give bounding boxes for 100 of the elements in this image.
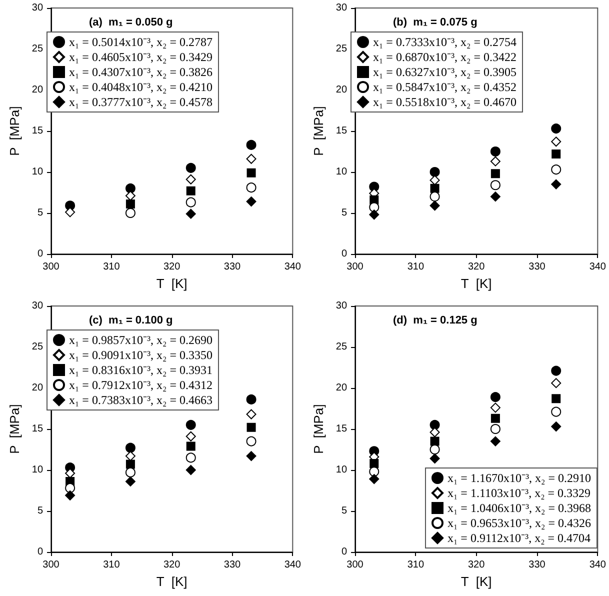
point [246, 394, 256, 404]
legend-label: x₁ = 0.7912x10⁻³, x₂ = 0.4312 [69, 378, 212, 392]
x-tick-label: 310 [407, 262, 424, 272]
point [551, 164, 562, 175]
x-tick-label: 310 [103, 262, 120, 272]
legend-label: x₁ = 0.9857x10⁻³, x₂ = 0.2690 [69, 333, 212, 347]
point [430, 184, 440, 193]
x-tick-label: 320 [163, 560, 181, 570]
y-tick-label: 25 [336, 44, 348, 54]
legend-label: x₁ = 0.9653x10⁻³, x₂ = 0.4326 [448, 516, 591, 530]
point [430, 167, 440, 177]
y-tick-label: 5 [37, 506, 44, 516]
text: (c) m₁ = 0.100 g [89, 314, 173, 326]
y-tick-label: 0 [341, 248, 348, 260]
y-tick-label: 30 [336, 2, 348, 14]
point [246, 422, 256, 432]
point [246, 168, 256, 178]
point [490, 424, 500, 434]
y-tick-label: 15 [336, 424, 348, 434]
point [186, 162, 196, 173]
point [430, 420, 440, 430]
point [430, 192, 440, 202]
point [125, 442, 136, 453]
x-axis-title: T [K] [460, 574, 492, 589]
point [65, 207, 76, 218]
point [551, 136, 562, 147]
point [490, 392, 500, 402]
x-tick-label: 330 [224, 560, 242, 570]
point [551, 124, 562, 134]
point [65, 483, 76, 494]
point [551, 179, 562, 190]
point [552, 394, 561, 404]
point [490, 180, 500, 190]
point [246, 451, 256, 462]
text: (b) m₁ = 0.075 g [393, 16, 478, 28]
x-tick-label: 330 [528, 560, 546, 570]
point [186, 197, 196, 208]
point [186, 452, 196, 463]
x-tick-label: 320 [468, 560, 486, 570]
point [551, 422, 562, 432]
point [65, 468, 76, 478]
point [246, 409, 256, 420]
legend-label: x₁ = 0.6870x10⁻³, x₂ = 0.3422 [373, 50, 516, 64]
point [369, 202, 380, 212]
x-tick-label: 320 [468, 262, 486, 272]
x-tick-label: 310 [103, 560, 120, 570]
y-axis-title: P [MPa] [7, 106, 22, 156]
y-tick-label: 20 [336, 382, 348, 394]
x-tick-label: 340 [284, 560, 302, 570]
x-tick-label: 340 [589, 262, 606, 272]
y-tick-label: 0 [341, 546, 348, 558]
y-axis-title: P [MPa] [7, 404, 22, 454]
point [490, 436, 500, 446]
point [430, 200, 440, 211]
point [125, 190, 136, 201]
legend-label: x₁ = 0.9112x10⁻³, x₂ = 0.4704 [448, 531, 591, 545]
legend-label: x₁ = 0.6327x10⁻³, x₂ = 0.3905 [373, 65, 516, 79]
y-tick-label: 10 [32, 166, 44, 178]
legend-label: x₁ = 0.4307x10⁻³, x₂ = 0.3826 [69, 65, 212, 79]
y-tick-label: 15 [32, 126, 44, 136]
legend-label: x₁ = 0.5014x10⁻³, x₂ = 0.2787 [69, 35, 212, 49]
y-tick-label: 25 [32, 342, 44, 352]
point [246, 154, 256, 164]
y-tick-label: 10 [32, 464, 44, 476]
y-tick-label: 30 [336, 300, 348, 312]
point [246, 182, 256, 193]
y-axis-title: P [MPa] [311, 404, 326, 454]
y-tick-label: 20 [32, 382, 44, 394]
point [186, 420, 196, 430]
y-tick-label: 10 [336, 464, 348, 476]
point [430, 454, 440, 464]
point [369, 474, 380, 484]
legend-label: x₁ = 0.3777x10⁻³, x₂ = 0.4578 [69, 95, 212, 109]
point [246, 196, 256, 207]
point [490, 414, 500, 423]
y-tick-label: 30 [32, 2, 44, 14]
x-tick-label: 300 [42, 262, 60, 272]
x-tick-label: 310 [407, 560, 424, 570]
text: (d) m₁ = 0.125 g [393, 314, 478, 326]
point [186, 465, 196, 475]
y-tick-label: 25 [32, 44, 44, 54]
y-tick-label: 15 [32, 424, 44, 434]
x-tick-label: 330 [528, 262, 546, 272]
point [430, 175, 440, 186]
y-tick-label: 25 [336, 342, 348, 352]
point [430, 436, 440, 446]
point [551, 366, 562, 376]
point [551, 406, 562, 417]
y-tick-label: 0 [37, 248, 44, 260]
y-tick-label: 30 [32, 300, 44, 312]
x-tick-label: 340 [589, 560, 606, 570]
legend-label: x₁ = 0.5847x10⁻³, x₂ = 0.4352 [373, 80, 516, 94]
point [126, 460, 135, 469]
point [490, 169, 500, 178]
point [490, 146, 500, 156]
point [125, 208, 136, 218]
legend-label: x₁ = 0.9091x10⁻³, x₂ = 0.3350 [69, 348, 212, 362]
point [126, 199, 135, 208]
y-tick-label: 5 [37, 208, 44, 218]
y-tick-label: 20 [32, 84, 44, 96]
